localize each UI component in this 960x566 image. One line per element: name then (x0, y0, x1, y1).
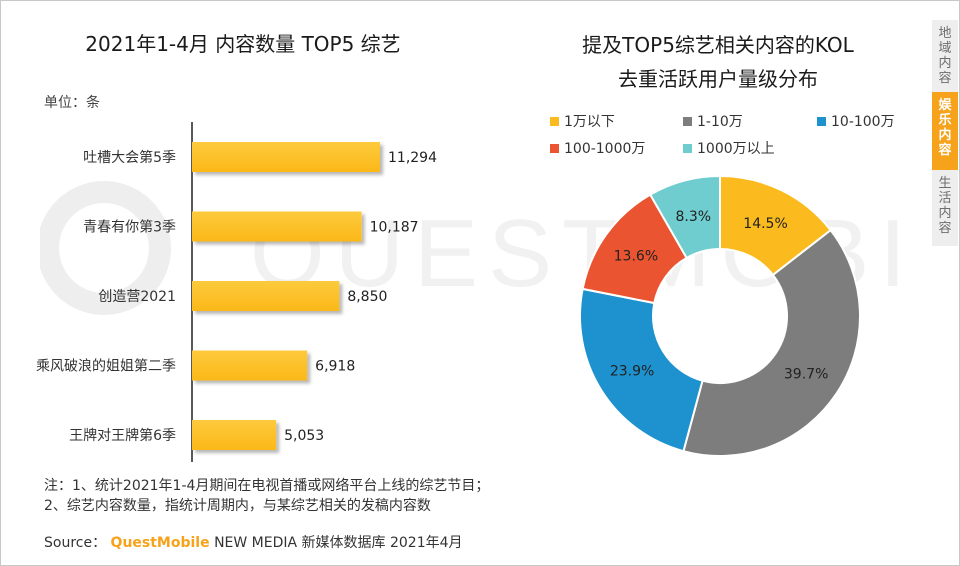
tab-region-content[interactable]: 地域内容 (932, 20, 958, 92)
bar-4 (192, 350, 308, 381)
category-label-3: 创造营2021 (98, 289, 176, 305)
legend-swatch-5 (683, 143, 692, 153)
bar-5 (192, 420, 277, 450)
slice-label-2: 39.7% (784, 366, 828, 382)
slice-label-1: 14.5% (743, 216, 787, 232)
tab-label-1: 地域内容 (938, 26, 952, 86)
legend-label-2: 1-10万 (697, 114, 743, 130)
tab-entertainment-content[interactable]: 娱乐内容 (932, 92, 958, 170)
footnote-line-1: 注：1、统计2021年1-4月期间在电视首播或网络平台上线的综艺节目； (44, 478, 490, 494)
legend-item-4: 100-1000万 (550, 139, 645, 157)
legend-swatch-2 (683, 116, 692, 126)
value-label-4: 6,918 (315, 359, 355, 375)
legend-label-3: 10-100万 (831, 114, 895, 130)
source-suffix: NEW MEDIA 新媒体数据库 2021年4月 (214, 535, 463, 551)
bar-1 (192, 142, 380, 172)
legend-swatch-3 (817, 116, 826, 126)
tab-life-content[interactable]: 生活内容 (932, 170, 958, 246)
donut-slice-3 (579, 287, 704, 453)
legend-label-5: 1000万以上 (697, 141, 775, 157)
bar-chart-title: 2021年1-4月 内容数量 TOP5 综艺 (85, 32, 401, 56)
side-tabs: 地域内容 娱乐内容 生活内容 (932, 20, 958, 246)
value-label-2: 10,187 (370, 220, 419, 236)
footnote: 注：1、统计2021年1-4月期间在电视首播或网络平台上线的综艺节目； 2、综艺… (44, 476, 489, 516)
legend-item-5: 1000万以上 (683, 139, 775, 157)
source-prefix: Source： (44, 535, 107, 551)
donut-title-line2: 去重活跃用户量级分布 (618, 67, 818, 91)
donut-chart: 14.5% 39.7% 23.9% 13.6% 8.3% (579, 174, 861, 457)
legend-swatch-4 (550, 143, 559, 153)
category-label-4: 乘风破浪的姐姐第二季 (36, 358, 176, 375)
bar-3 (192, 281, 340, 311)
donut-title-line1: 提及TOP5综艺相关内容的KOL (582, 33, 854, 57)
legend-item-3: 10-100万 (817, 112, 895, 130)
footnote-line-2: 2、综艺内容数量，指统计周期内，与某综艺相关的发稿内容数 (44, 498, 431, 514)
bar-chart: 吐槽大会第5季 11,294 青春有你第3季 10,187 创造营2021 8,850 乘风… (36, 122, 437, 462)
source-brand: QuestMobile (110, 535, 210, 551)
category-label-5: 王牌对王牌第6季 (69, 427, 176, 444)
slice-label-3: 23.9% (610, 364, 654, 380)
slice-label-4: 13.6% (614, 249, 658, 265)
donut-slice-5 (648, 174, 721, 260)
source-line: Source： QuestMobile NEW MEDIA 新媒体数据库 202… (44, 532, 463, 552)
legend-label-4: 100-1000万 (564, 141, 646, 157)
bar-chart-unit: 单位：条 (44, 95, 100, 111)
value-label-3: 8,850 (347, 289, 387, 305)
tab-label-3: 生活内容 (938, 176, 952, 236)
slice-label-5: 8.3% (676, 209, 712, 225)
category-label-1: 吐槽大会第5季 (83, 149, 176, 166)
tab-label-2: 娱乐内容 (938, 98, 952, 158)
donut-slice-2 (682, 228, 861, 457)
legend-swatch-1 (550, 116, 559, 126)
value-label-5: 5,053 (284, 428, 324, 444)
bar-2 (192, 211, 362, 242)
legend-item-2: 1-10万 (683, 112, 743, 130)
value-label-1: 11,294 (388, 150, 437, 166)
legend-item-1: 1万以下 (550, 112, 615, 130)
category-label-2: 青春有你第3季 (83, 219, 176, 236)
legend-label-1: 1万以下 (564, 114, 615, 130)
donut-chart-title: 提及TOP5综艺相关内容的KOL 去重活跃用户量级分布 (548, 28, 888, 96)
